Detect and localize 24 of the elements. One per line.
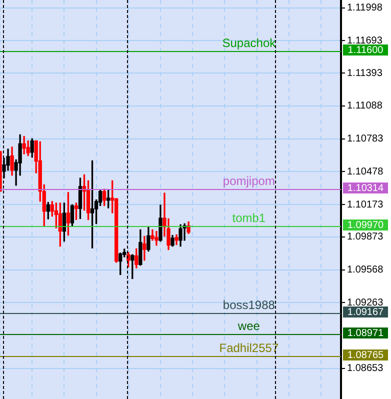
ref-line-label: Supachok — [222, 36, 277, 50]
ref-line-label: Fadhil2557 — [219, 340, 279, 355]
text: 1.09970 — [347, 220, 384, 231]
y-tick-label: 1.08653 — [347, 363, 384, 374]
y-tick-label: 1.10478 — [347, 166, 384, 178]
ref-line-label: boss1988 — [222, 298, 276, 312]
text: 1.08971 — [347, 328, 384, 339]
y-tick-label: 1.09568 — [347, 264, 384, 276]
ref-line-label: pomjipom — [222, 174, 275, 188]
ref-line-label: tomb1 — [232, 210, 266, 225]
text: 1.10314 — [347, 182, 384, 194]
ref-line-label: wee — [236, 318, 260, 333]
y-tick-label: 1.09263 — [347, 297, 384, 308]
y-tick-label: 1.11998 — [347, 2, 383, 14]
y-tick-label: 1.10173 — [347, 199, 384, 210]
y-tick-label: 1.11693 — [347, 35, 383, 46]
text: 1.11600 — [348, 44, 384, 56]
text: 1.08765 — [347, 350, 384, 361]
y-tick-label: 1.11088 — [347, 100, 383, 112]
y-tick-label: 1.11393 — [347, 68, 383, 79]
text: 1.09167 — [347, 306, 384, 318]
y-tick-label: 1.10783 — [347, 134, 384, 145]
candlestick — [154, 230, 158, 246]
y-tick-label: 1.09873 — [347, 232, 384, 243]
